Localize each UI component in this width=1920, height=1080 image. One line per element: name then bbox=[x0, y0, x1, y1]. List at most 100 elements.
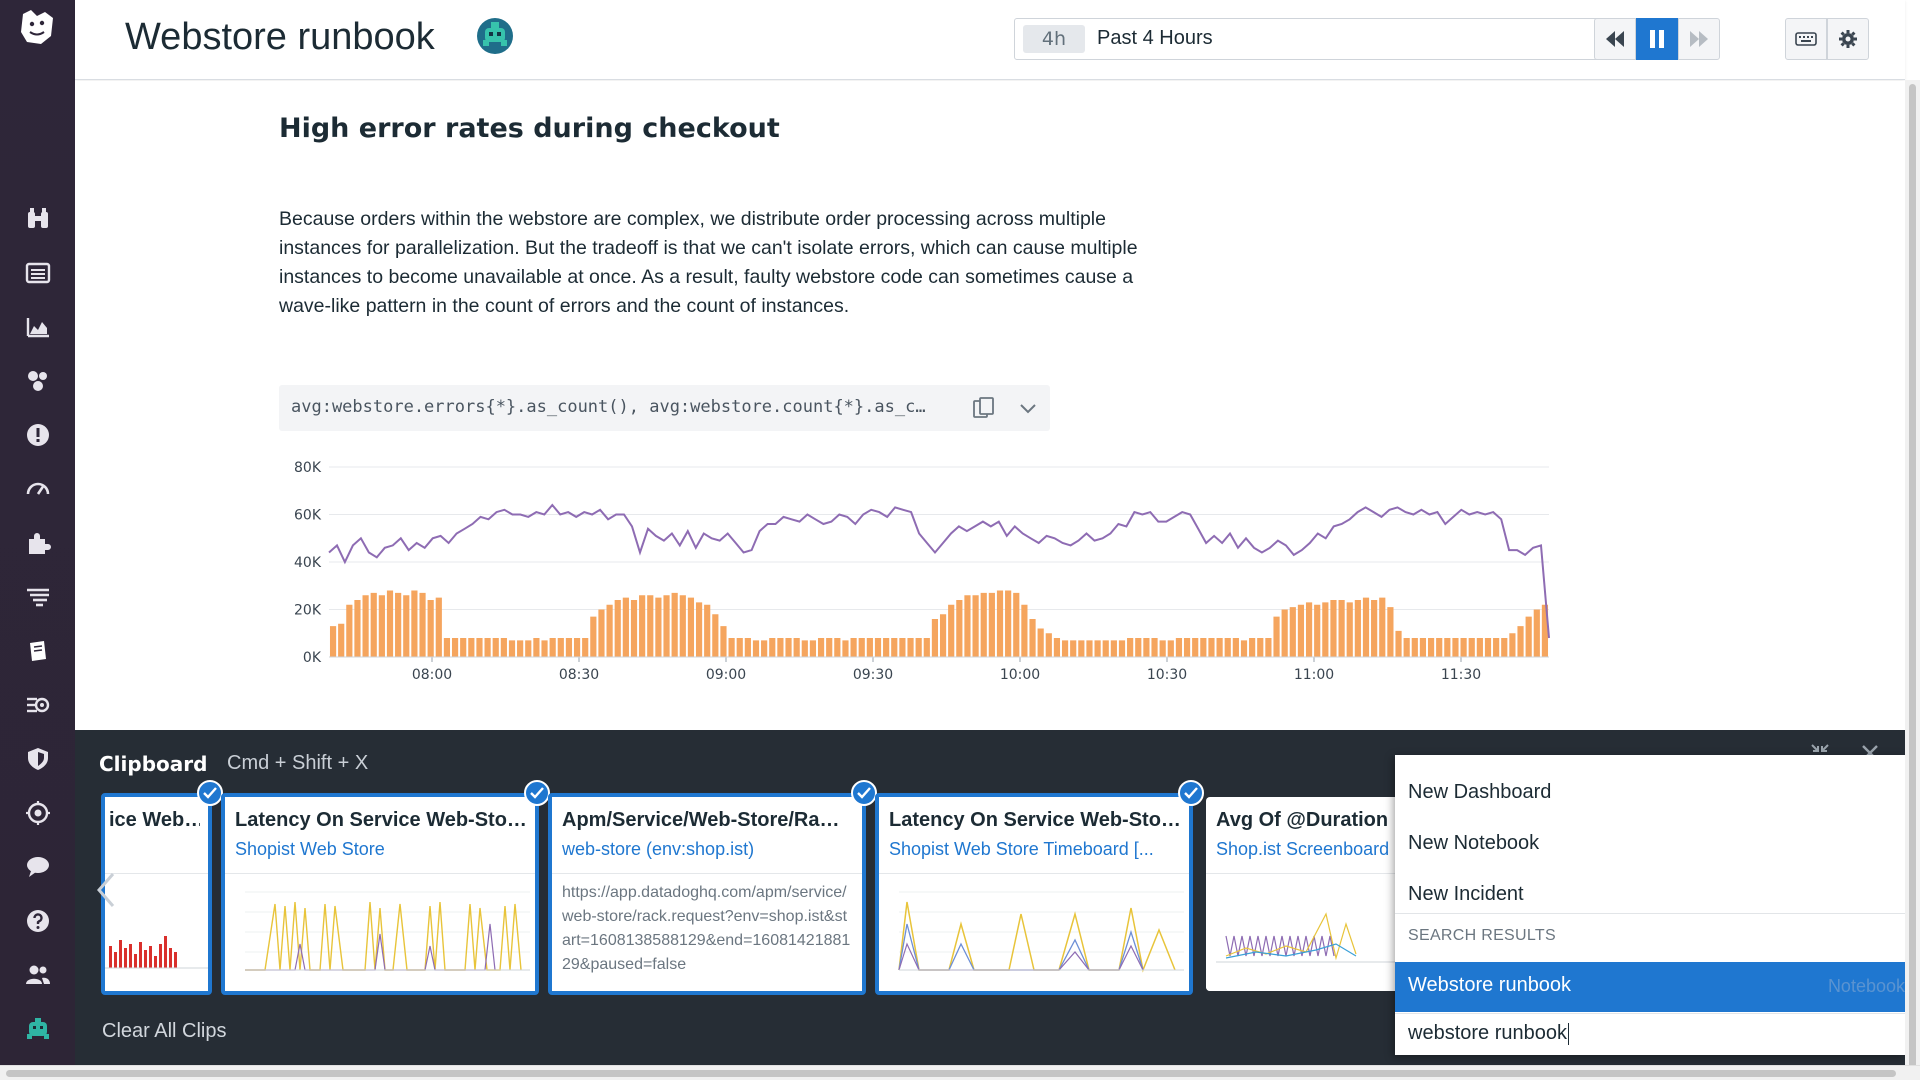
integrations-icon[interactable] bbox=[0, 356, 75, 406]
chart-bar[interactable] bbox=[500, 638, 507, 657]
chart-bar[interactable] bbox=[695, 602, 703, 657]
chart-bar[interactable] bbox=[655, 597, 662, 657]
chart-bar[interactable] bbox=[606, 604, 613, 657]
chart-bar[interactable] bbox=[1013, 592, 1020, 657]
chart-bar[interactable] bbox=[793, 638, 800, 657]
chart-bar[interactable] bbox=[736, 638, 743, 657]
security-shield-icon[interactable] bbox=[0, 734, 75, 784]
chart-bar[interactable] bbox=[1167, 640, 1174, 657]
chart-bar[interactable] bbox=[712, 614, 719, 657]
binoculars-icon[interactable] bbox=[0, 194, 75, 244]
chart-bar[interactable] bbox=[1533, 609, 1540, 658]
chart-bar[interactable] bbox=[590, 616, 597, 657]
chart-bar[interactable] bbox=[508, 640, 516, 657]
chart-bar[interactable] bbox=[1021, 604, 1028, 657]
chart-bar[interactable] bbox=[1045, 633, 1052, 657]
chart-bar[interactable] bbox=[647, 595, 654, 657]
chart-bar[interactable] bbox=[573, 638, 581, 657]
clip-card-source-link[interactable]: Shopist Web Store bbox=[235, 839, 385, 859]
chart-bar[interactable] bbox=[386, 590, 394, 658]
synthetics-icon[interactable] bbox=[0, 788, 75, 838]
chart-bar[interactable] bbox=[1525, 616, 1532, 657]
chart-bar[interactable] bbox=[1037, 628, 1044, 658]
chart-bar[interactable] bbox=[858, 638, 865, 657]
clip-card[interactable]: Latency On Service Web-Sto… Shopist Web … bbox=[875, 793, 1193, 995]
chart-bar[interactable] bbox=[1078, 640, 1085, 657]
selected-check-icon[interactable] bbox=[851, 780, 877, 806]
chart-bar[interactable] bbox=[801, 640, 808, 657]
chart-bar[interactable] bbox=[988, 592, 995, 657]
chart-bar[interactable] bbox=[395, 592, 402, 657]
help-icon[interactable] bbox=[0, 896, 75, 946]
chart-bar[interactable] bbox=[1476, 638, 1483, 657]
vertical-scrollbar[interactable] bbox=[1905, 80, 1920, 1080]
chart-bar[interactable] bbox=[996, 590, 1004, 658]
chart-bar[interactable] bbox=[557, 638, 564, 657]
chart-bar[interactable] bbox=[565, 638, 573, 657]
clip-card-source-link[interactable]: web-store (env:shop.ist) bbox=[562, 839, 755, 859]
chart-bar[interactable] bbox=[1070, 640, 1077, 657]
copy-icon[interactable] bbox=[971, 395, 997, 421]
chart-bar[interactable] bbox=[1094, 640, 1101, 657]
page-title[interactable]: Webstore runbook bbox=[125, 16, 435, 58]
chart-bar[interactable] bbox=[907, 638, 914, 657]
chart-bar[interactable] bbox=[687, 597, 695, 657]
chart-bar[interactable] bbox=[1330, 600, 1337, 657]
horizontal-scrollbar[interactable] bbox=[0, 1065, 1920, 1080]
chart-bar[interactable] bbox=[1395, 630, 1402, 657]
metrics-icon[interactable] bbox=[0, 302, 75, 352]
chart-bar[interactable] bbox=[826, 638, 833, 657]
collapse-icon[interactable] bbox=[1809, 742, 1831, 764]
chart-bar[interactable] bbox=[923, 638, 930, 657]
dashboards-icon[interactable] bbox=[0, 248, 75, 298]
chart-bar[interactable] bbox=[419, 592, 426, 657]
chart-bar[interactable] bbox=[939, 614, 947, 657]
chevron-down-icon[interactable] bbox=[1017, 397, 1039, 419]
team-icon[interactable] bbox=[0, 950, 75, 1000]
timeseries-chart[interactable]: 0K 20K 40K 60K 80K 08:00 08:30 09:00 09:30 10:00 1… bbox=[279, 451, 1559, 731]
horizontal-scrollbar-thumb[interactable] bbox=[6, 1070, 1896, 1077]
chevron-left-icon[interactable] bbox=[93, 870, 119, 910]
chart-bar[interactable] bbox=[541, 640, 548, 657]
chart-bar[interactable] bbox=[1151, 638, 1158, 657]
chart-bar[interactable] bbox=[1371, 600, 1378, 657]
chart-bar[interactable] bbox=[891, 638, 898, 657]
puzzle-icon[interactable] bbox=[0, 518, 75, 568]
pause-button[interactable] bbox=[1636, 18, 1678, 60]
chart-bar[interactable] bbox=[1322, 602, 1329, 657]
keyboard-shortcuts-button[interactable] bbox=[1785, 18, 1827, 60]
new-dashboard-option[interactable]: New Dashboard bbox=[1408, 781, 1552, 803]
chart-bar[interactable] bbox=[1517, 626, 1524, 657]
chart-bar[interactable] bbox=[1127, 638, 1134, 657]
chart-bar[interactable] bbox=[817, 638, 825, 657]
chart-bar[interactable] bbox=[533, 638, 540, 657]
chart-bar[interactable] bbox=[525, 640, 532, 657]
chart-bar[interactable] bbox=[1281, 609, 1288, 658]
chart-bar[interactable] bbox=[1379, 597, 1386, 657]
chart-bar[interactable] bbox=[1297, 604, 1305, 657]
chart-bar[interactable] bbox=[582, 638, 589, 657]
search-result-item[interactable]: Webstore runbook Notebook bbox=[1395, 962, 1905, 1012]
chart-bar[interactable] bbox=[1265, 638, 1272, 657]
monitors-icon[interactable] bbox=[0, 410, 75, 460]
chart-bar[interactable] bbox=[1257, 638, 1264, 657]
metric-query-box[interactable]: avg:webstore.errors{*}.as_count(), avg:w… bbox=[279, 385, 1050, 431]
chart-bar[interactable] bbox=[1493, 638, 1500, 657]
chart-bar[interactable] bbox=[1501, 638, 1508, 657]
apm-icon[interactable] bbox=[0, 464, 75, 514]
chart-bar[interactable] bbox=[1240, 640, 1248, 657]
chart-bar[interactable] bbox=[346, 604, 353, 657]
chart-bar[interactable] bbox=[484, 638, 491, 657]
selected-check-icon[interactable] bbox=[1178, 780, 1204, 806]
new-notebook-option[interactable]: New Notebook bbox=[1408, 832, 1540, 854]
chart-bar[interactable] bbox=[1086, 640, 1093, 657]
chart-bar[interactable] bbox=[1468, 638, 1475, 657]
chart-bar[interactable] bbox=[785, 638, 792, 657]
chart-bar[interactable] bbox=[1208, 638, 1215, 657]
chart-bar[interactable] bbox=[1102, 640, 1109, 657]
chart-bar[interactable] bbox=[1419, 638, 1427, 657]
chart-bar[interactable] bbox=[549, 638, 556, 657]
chart-bar[interactable] bbox=[1354, 600, 1361, 657]
chart-bar[interactable] bbox=[704, 604, 711, 657]
chart-bar[interactable] bbox=[614, 600, 621, 657]
